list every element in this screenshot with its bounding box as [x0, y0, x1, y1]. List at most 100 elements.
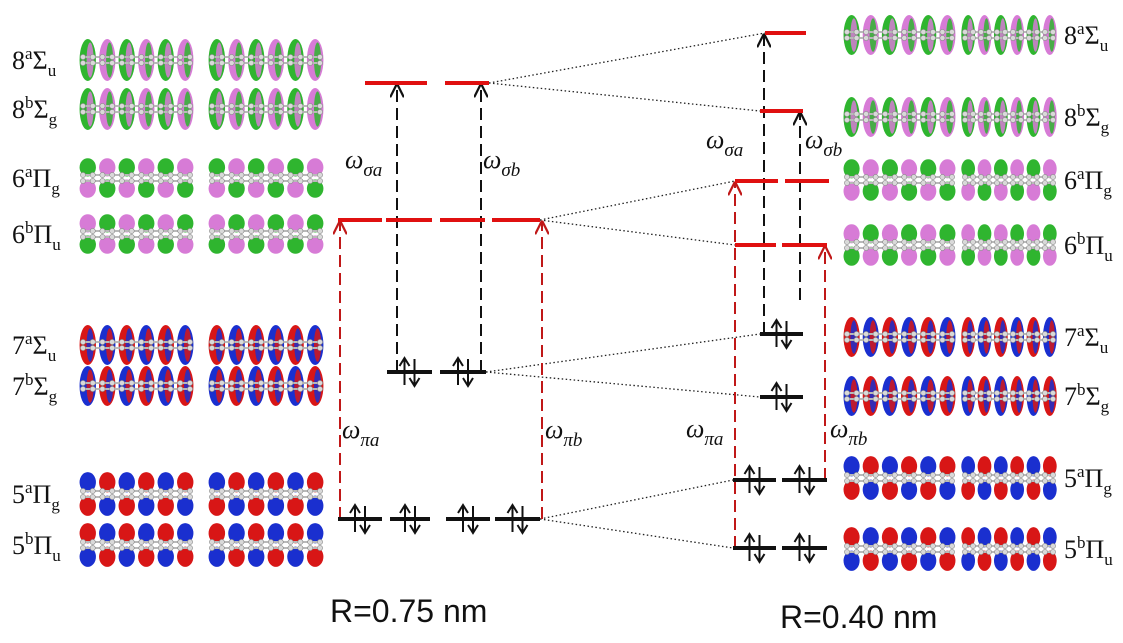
atom — [891, 390, 898, 396]
atom — [177, 228, 184, 234]
atom — [910, 337, 917, 343]
orbital-lobe — [901, 224, 918, 244]
atom — [891, 180, 898, 186]
orbital-lobe — [977, 527, 992, 548]
orbital-lobe — [267, 472, 285, 493]
panel-caption-left: R=0.75 nm — [330, 593, 487, 629]
atom — [238, 109, 245, 115]
spin-down-head — [803, 553, 816, 564]
orbital-lobe — [881, 224, 898, 244]
atom — [872, 543, 879, 549]
atom — [187, 109, 193, 115]
atom — [901, 117, 908, 123]
atom — [228, 488, 235, 494]
atom — [939, 245, 946, 251]
atom — [994, 35, 1000, 41]
orbital-lobe — [99, 179, 116, 198]
orbital-lobe — [157, 158, 174, 177]
atom — [307, 228, 314, 234]
omega-symbol: ω — [342, 415, 360, 444]
orbital-lobe — [901, 456, 918, 477]
atom — [962, 239, 968, 245]
atom — [844, 239, 850, 245]
orbital-lobe — [1010, 159, 1025, 179]
orbital-lobe — [177, 179, 194, 198]
atom — [80, 386, 86, 392]
atom — [128, 345, 135, 351]
orbital-lobe — [177, 523, 194, 544]
transition-label-right-σb: ωσb — [805, 125, 842, 161]
orbital-lobe — [939, 246, 956, 266]
atom — [248, 54, 255, 60]
atom — [238, 386, 245, 392]
orbital-lobe — [977, 246, 992, 266]
atom — [228, 539, 235, 545]
atom — [109, 386, 116, 392]
atom — [962, 396, 968, 402]
atom — [89, 345, 96, 351]
orbital-lobe — [164, 369, 172, 403]
orbital-subscript: g — [1103, 479, 1112, 498]
atom — [853, 390, 860, 396]
atom — [863, 29, 869, 35]
orbital-image-left-5a-2 — [208, 472, 324, 516]
orbital-lobe — [862, 224, 879, 244]
atom — [882, 472, 889, 478]
atom — [872, 117, 879, 123]
atom — [1026, 117, 1032, 123]
atom — [970, 331, 976, 337]
orbital-lobe — [145, 91, 153, 127]
atom — [978, 174, 984, 180]
orbital-lobe — [247, 179, 265, 198]
atom — [970, 478, 976, 484]
atom — [930, 472, 936, 478]
orbital-lobe — [208, 495, 226, 516]
atom — [277, 488, 284, 494]
atom — [930, 390, 936, 396]
orbital-subscript: u — [1100, 36, 1109, 55]
orbital-number: 5 — [12, 480, 25, 509]
atom — [872, 472, 879, 478]
atom — [317, 339, 323, 345]
orbital-lobe — [901, 246, 918, 266]
orbital-lobe — [888, 320, 896, 354]
orbital-lobe — [967, 379, 974, 413]
atom — [1050, 174, 1056, 180]
orbital-number: 5 — [12, 531, 25, 560]
atom — [317, 345, 323, 351]
atom — [238, 380, 245, 386]
orbital-label-right-7b: 7bΣg — [1064, 380, 1110, 416]
orbital-lobe — [125, 369, 133, 403]
atom — [128, 488, 135, 494]
atom — [238, 488, 245, 494]
correlation-line-0 — [488, 32, 766, 84]
atom — [949, 180, 955, 186]
atom — [994, 478, 1000, 484]
atom — [187, 386, 193, 392]
orbital-lobe — [850, 320, 858, 354]
atom — [89, 545, 96, 551]
orbital-label-left-7b: 7bΣg — [12, 370, 58, 406]
atom — [187, 234, 193, 240]
atom — [891, 111, 898, 117]
atom — [1018, 543, 1024, 549]
orbital-lobe — [287, 179, 304, 198]
atom — [128, 380, 135, 386]
atom — [882, 174, 889, 180]
orbital-lobe — [164, 42, 172, 78]
atom — [978, 29, 984, 35]
orbital-lobe — [1048, 379, 1055, 413]
atom — [209, 178, 215, 184]
atom — [910, 239, 917, 245]
atom — [287, 345, 294, 351]
atom — [853, 29, 860, 35]
atom — [138, 172, 145, 178]
atom — [99, 103, 106, 109]
orbital-number: 7 — [12, 372, 25, 401]
atom — [910, 174, 917, 180]
orbital-lobe — [1042, 550, 1057, 571]
spin-up-head — [398, 356, 411, 367]
omega-subscript: πa — [360, 430, 379, 451]
orbital-subscript: u — [1104, 550, 1113, 569]
atom — [863, 180, 869, 186]
